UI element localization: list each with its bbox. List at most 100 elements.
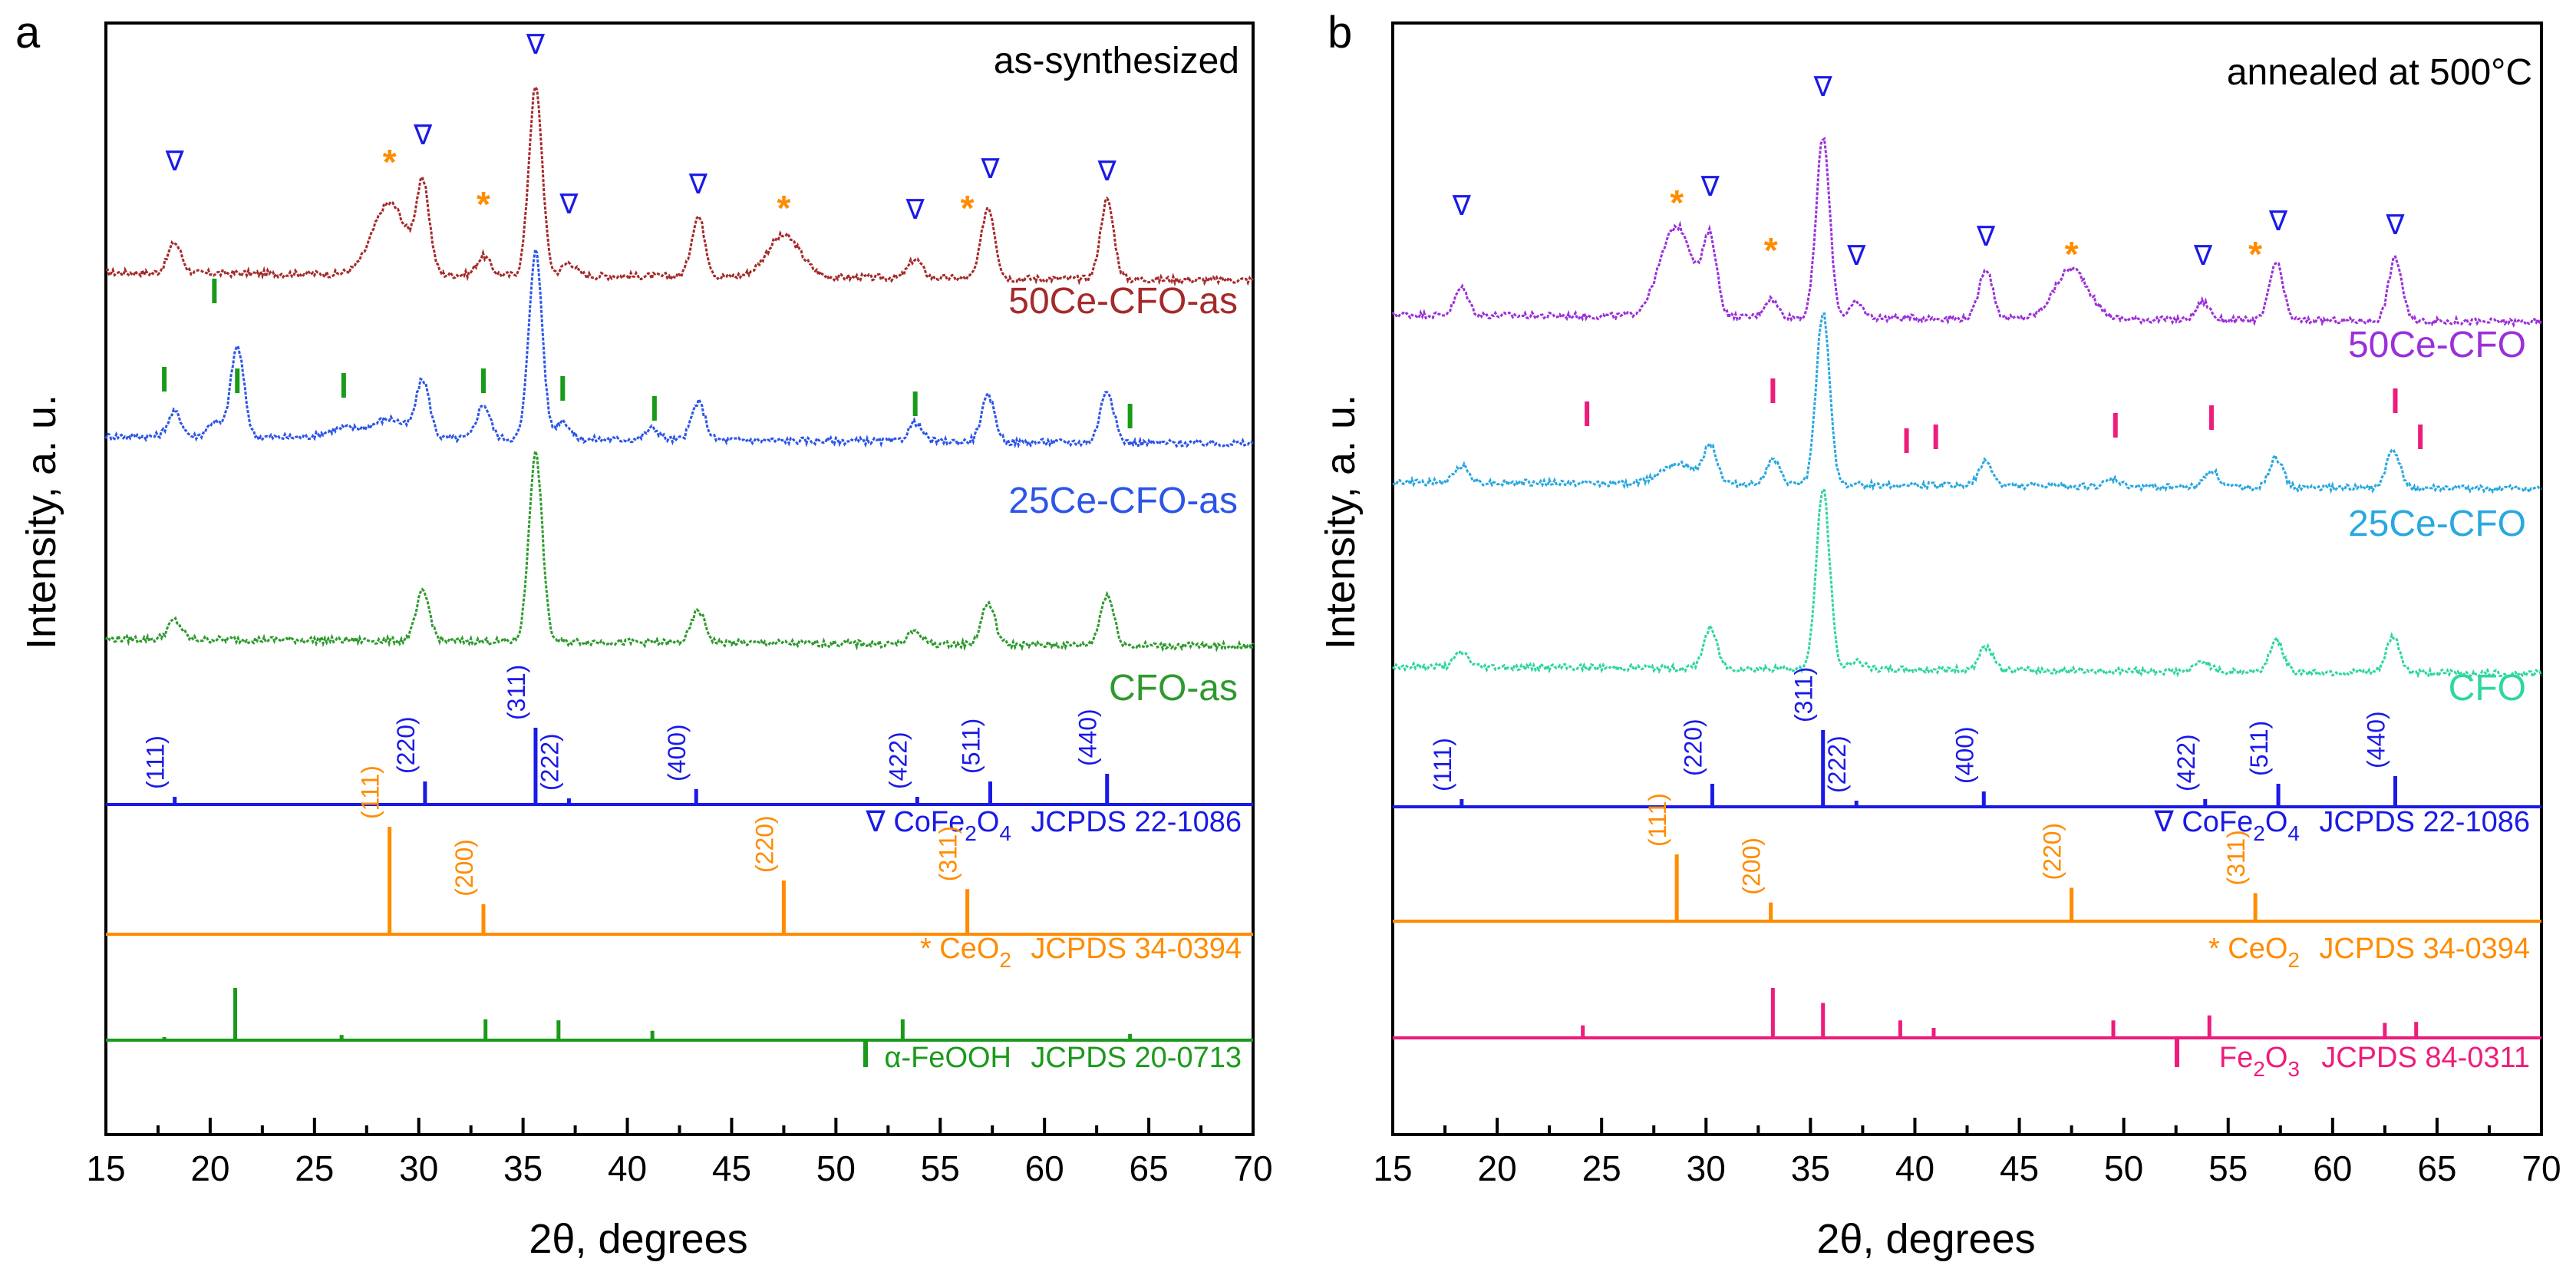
trace-50Ce-CFO	[1391, 137, 2543, 329]
x-axis-label-a: 2θ, degrees	[529, 1216, 747, 1262]
x-tick-label: 70	[2522, 1148, 2561, 1188]
series-label-CFO: CFO	[2449, 668, 2526, 709]
spinel-peak-marker: ∇	[1813, 71, 1833, 102]
reference-hkl-label: (111)	[1644, 793, 1671, 847]
reference-hkl-label: (440)	[2362, 711, 2390, 768]
x-tick-label: 55	[921, 1148, 960, 1188]
trace-50Ce-CFO-as	[105, 84, 1255, 287]
x-tick-label: 20	[190, 1148, 229, 1188]
x-tick-label: 30	[399, 1148, 438, 1188]
reference-phase: ∇ CoFe2O4	[865, 806, 1011, 845]
reference-hkl-label: (111)	[142, 735, 170, 789]
reference-hkl-label: (422)	[884, 732, 912, 789]
y-axis-label-a: Intensity, a. u.	[18, 395, 64, 649]
plot-frame-b	[1391, 21, 2543, 1136]
panel-label-b: b	[1328, 8, 1352, 58]
spinel-peak-marker: ∇	[559, 188, 579, 220]
panel-label-a: a	[15, 8, 41, 58]
reference-hkl-label: (400)	[1951, 726, 1978, 784]
x-tick-label: 15	[1373, 1148, 1412, 1188]
reference-card: JCPDS 34-0394	[2319, 933, 2530, 965]
x-tick-label: 40	[608, 1148, 647, 1188]
reference-card: JCPDS 84-0311	[2321, 1042, 2530, 1074]
spinel-peak-marker: ∇	[165, 145, 185, 177]
spinel-peak-marker: ∇	[1700, 170, 1720, 202]
series-label-50Ce-CFO-as: 50Ce-CFO-as	[1008, 281, 1238, 322]
x-tick-label: 45	[2000, 1148, 2039, 1188]
x-tick-label: 35	[503, 1148, 543, 1188]
spinel-peak-marker: ∇	[905, 193, 925, 225]
x-tick-label: 25	[295, 1148, 334, 1188]
x-tick-label: 65	[1130, 1148, 1169, 1188]
ceria-peak-marker: *	[2065, 234, 2079, 274]
reference-phase: α-FeOOH	[884, 1042, 1011, 1074]
reference-card: JCPDS 22-1086	[1031, 806, 1242, 838]
spinel-peak-marker: ∇	[2193, 240, 2213, 271]
spinel-peak-marker: ∇	[688, 168, 708, 200]
reference-hkl-label: (311)	[1790, 667, 1818, 722]
reference-hkl-label: (311)	[935, 826, 962, 881]
ceria-peak-marker: *	[1764, 230, 1778, 270]
ceria-peak-marker: *	[961, 188, 975, 228]
spinel-peak-marker: ∇	[1097, 155, 1117, 187]
reference-hkl-label: (511)	[2245, 721, 2273, 776]
x-tick-label: 45	[712, 1148, 751, 1188]
x-tick-label: 55	[2208, 1148, 2248, 1188]
reference-hkl-label: (200)	[1738, 838, 1766, 895]
spinel-peak-marker: ∇	[2385, 209, 2405, 240]
ceria-peak-marker: *	[2248, 234, 2262, 274]
spinel-peak-marker: ∇	[1976, 220, 1996, 252]
x-tick-label: 60	[2313, 1148, 2352, 1188]
series-label-25Ce-CFO: 25Ce-CFO	[2348, 504, 2526, 544]
spinel-peak-marker: ∇	[413, 119, 433, 150]
reference-phase: * CeO2	[920, 933, 1011, 972]
trace-CFO	[1392, 488, 2543, 679]
reference-hkl-label: (220)	[392, 716, 420, 774]
series-label-50Ce-CFO: 50Ce-CFO	[2348, 325, 2526, 365]
reference-hkl-label: (511)	[958, 719, 985, 774]
reference-phase: ∇ CoFe2O4	[2153, 806, 2300, 845]
reference-hkl-label: (220)	[2039, 823, 2066, 880]
trace-CFO-as	[104, 447, 1255, 653]
x-tick-label: 70	[1233, 1148, 1272, 1188]
spinel-peak-marker: ∇	[1846, 240, 1866, 271]
reference-card: JCPDS 22-1086	[2319, 806, 2530, 838]
reference-hkl-label: (111)	[1429, 738, 1456, 791]
ceria-peak-marker: *	[1670, 183, 1684, 223]
x-tick-label: 65	[2417, 1148, 2456, 1188]
x-tick-label: 60	[1025, 1148, 1064, 1188]
reference-hkl-label: (200)	[450, 839, 478, 897]
x-tick-label: 15	[86, 1148, 125, 1188]
reference-hkl-label: (422)	[2172, 734, 2200, 791]
panel-b: b annealed at 500°C Intensity, a. u. 2θ,…	[1318, 8, 2561, 1262]
x-tick-label: 30	[1687, 1148, 1726, 1188]
trace-25Ce-CFO	[1392, 312, 2542, 495]
reference-phase: * CeO2	[2208, 933, 2300, 972]
spinel-peak-marker: ∇	[2268, 205, 2288, 236]
reference-phase: Fe2O3	[2219, 1042, 2300, 1081]
reference-card: JCPDS 20-0713	[1031, 1042, 1242, 1074]
x-axis-label-b: 2θ, degrees	[1816, 1216, 2035, 1262]
reference-card: JCPDS 34-0394	[1031, 933, 1242, 965]
ceria-peak-marker: *	[477, 184, 490, 224]
trace-25Ce-CFO-as	[104, 246, 1255, 450]
x-tick-label: 40	[1895, 1148, 1934, 1188]
panel-a: a as-synthesized Intensity, a. u. 2θ, de…	[15, 8, 1273, 1262]
panel-title-a: as-synthesized	[994, 41, 1239, 81]
ceria-peak-marker: *	[383, 142, 397, 182]
spinel-peak-marker: ∇	[526, 28, 546, 60]
plot-frame-a	[104, 21, 1255, 1136]
series-label-25Ce-CFO-as: 25Ce-CFO-as	[1008, 481, 1238, 521]
x-tick-label: 20	[1478, 1148, 1517, 1188]
spinel-peak-marker: ∇	[1452, 190, 1472, 221]
reference-hkl-label: (311)	[503, 665, 530, 720]
x-tick-label: 50	[2104, 1148, 2143, 1188]
x-tick-label: 35	[1791, 1148, 1830, 1188]
x-tick-label: 50	[816, 1148, 856, 1188]
reference-hkl-label: (222)	[536, 733, 563, 791]
reference-hkl-label: (400)	[663, 724, 691, 781]
reference-hkl-label: (220)	[750, 815, 778, 873]
y-axis-label-b: Intensity, a. u.	[1318, 395, 1364, 649]
reference-hkl-label: (222)	[1823, 735, 1851, 793]
